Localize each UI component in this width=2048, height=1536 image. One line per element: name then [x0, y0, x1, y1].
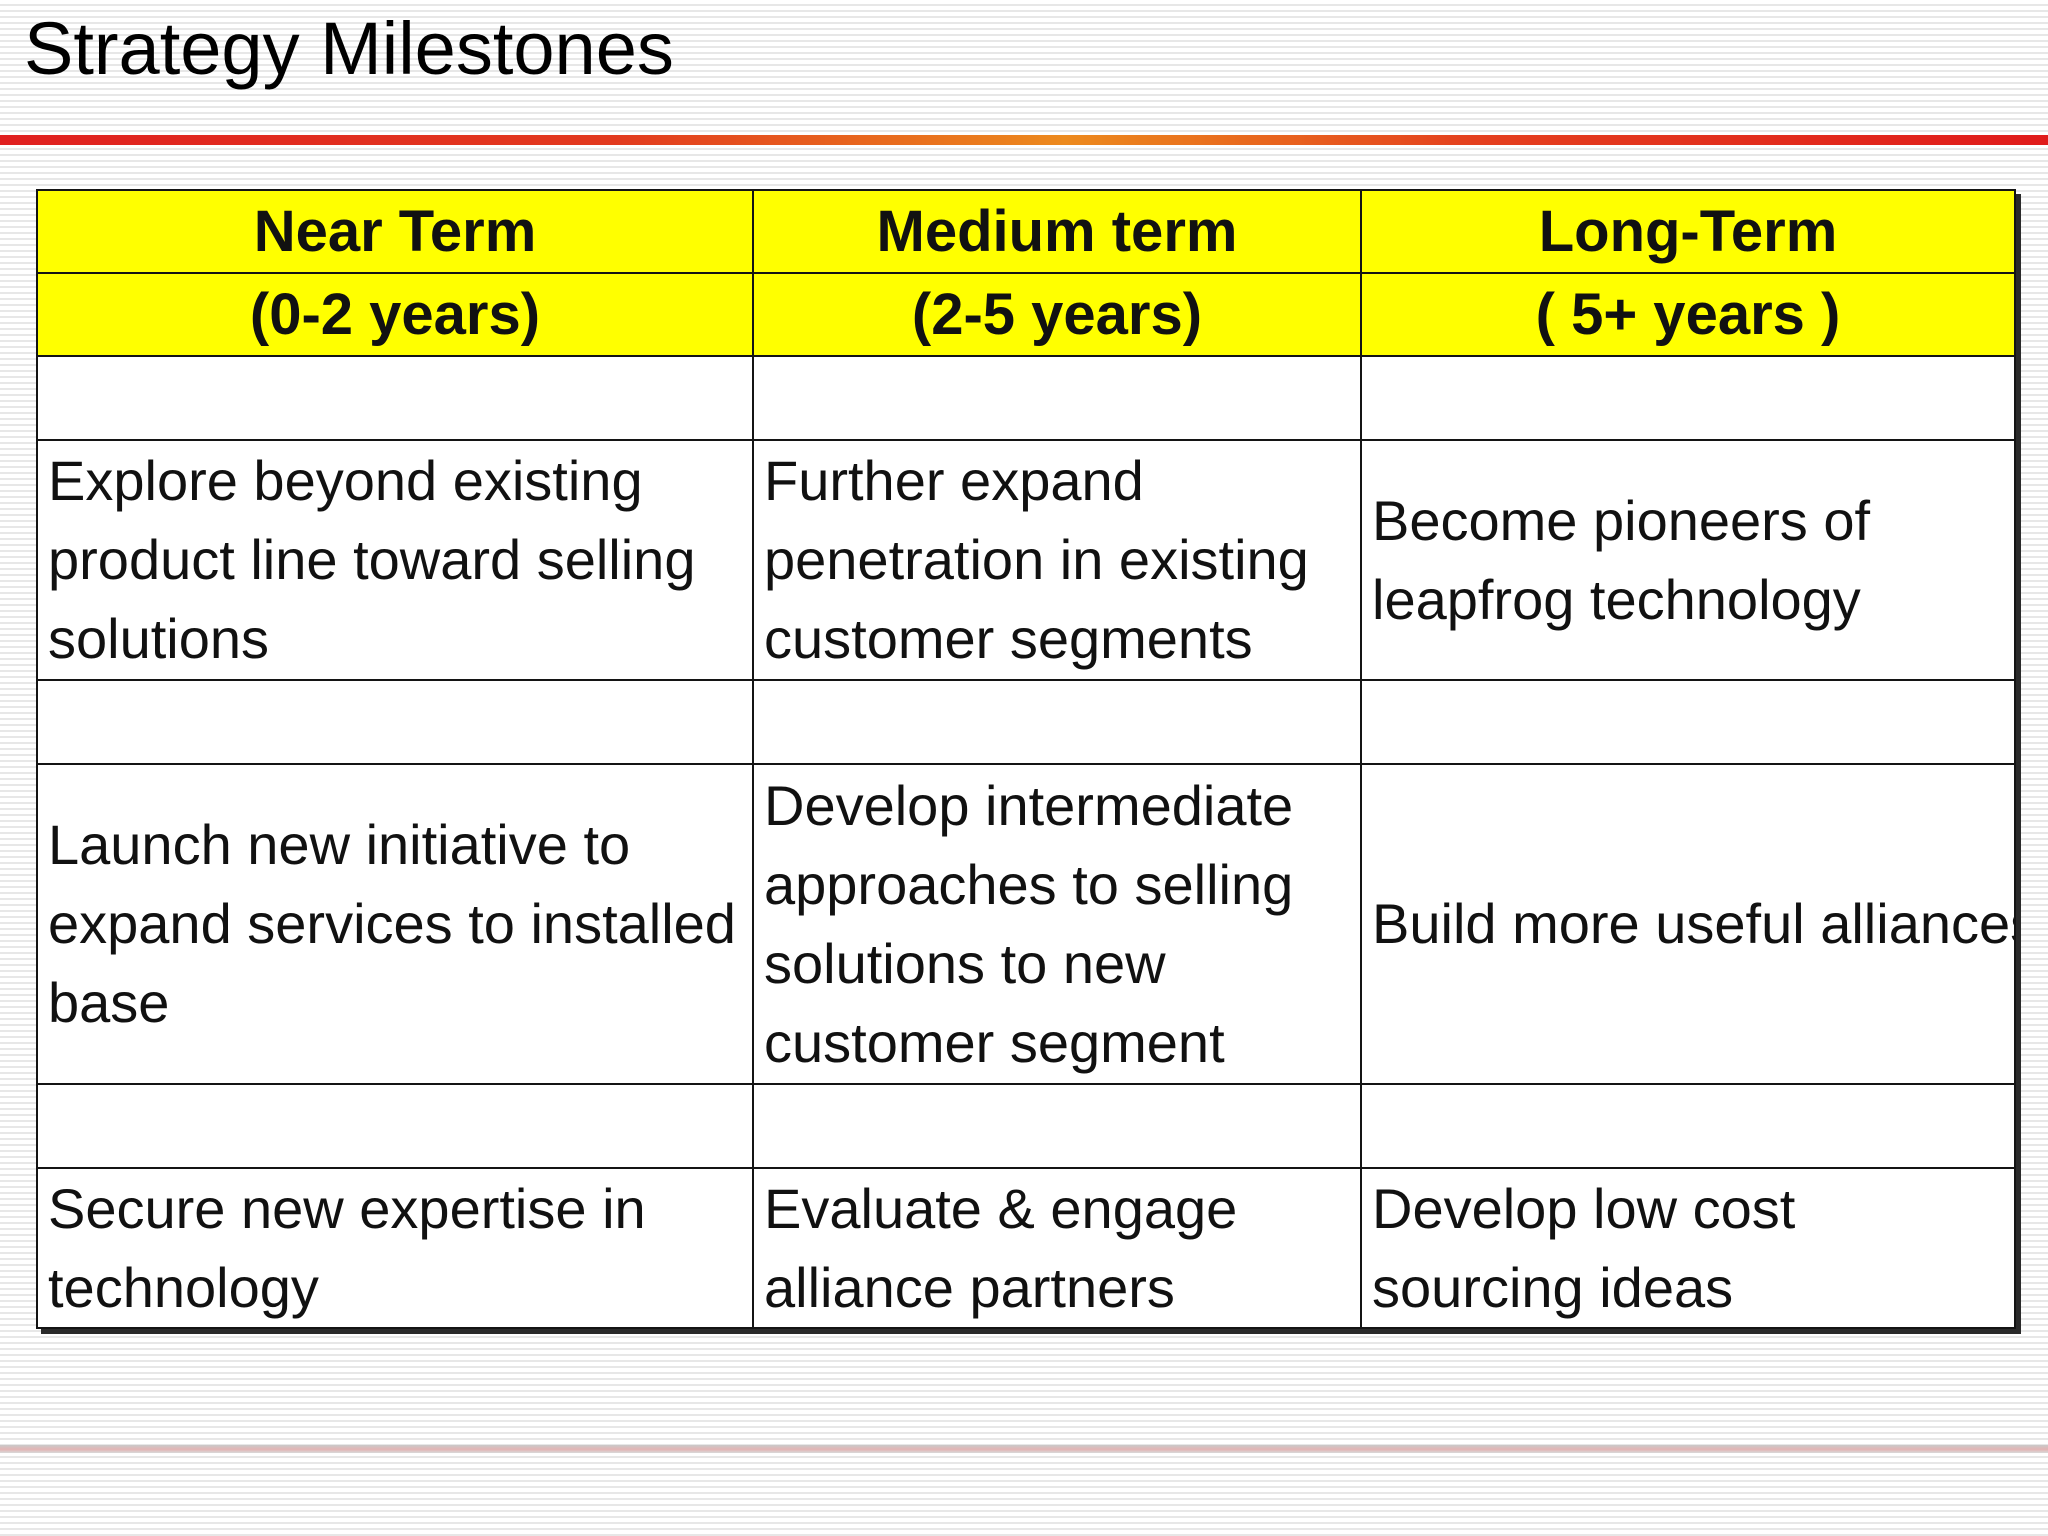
slide-title: Strategy Milestones	[24, 7, 674, 90]
header-medium-term: Medium term	[752, 188, 1362, 275]
header-long-term-years: ( 5+ years )	[1360, 272, 2016, 358]
near-term-milestone-text: Explore beyond existing product line tow…	[48, 449, 696, 671]
table-row: Secure new expertise in technology Evalu…	[36, 1166, 2016, 1330]
empty-cell	[36, 1083, 754, 1169]
near-term-milestone-cell: Explore beyond existing product line tow…	[36, 438, 754, 682]
footer-rule	[0, 1445, 2048, 1453]
table-spacer-row	[36, 679, 2016, 765]
long-term-milestone-cell: Develop low cost sourcing ideas	[1360, 1166, 2016, 1330]
table-row: Explore beyond existing product line tow…	[36, 438, 2016, 682]
long-term-milestone-text: Build more useful alliances	[1372, 892, 2015, 956]
empty-cell	[36, 679, 754, 765]
empty-cell	[36, 355, 754, 441]
table-row: Launch new initiative to expand services…	[36, 762, 2016, 1086]
medium-term-milestone-text: Develop intermediate approaches to selli…	[764, 773, 1294, 1074]
near-term-milestone-text: Launch new initiative to expand services…	[48, 813, 736, 1035]
medium-term-milestone-cell: Evaluate & engage alliance partners	[752, 1166, 1362, 1330]
long-term-milestone-text: Develop low cost sourcing ideas	[1372, 1176, 1796, 1319]
header-near-term-years: (0-2 years)	[36, 272, 754, 358]
empty-cell	[1360, 1083, 2016, 1169]
table-spacer-row	[36, 1083, 2016, 1169]
strategy-milestones-table: Near Term Medium term Long-Term (0-2 yea…	[36, 188, 2016, 1330]
table-header-row-years: (0-2 years) (2-5 years) ( 5+ years )	[36, 272, 2016, 358]
empty-cell	[1360, 679, 2016, 765]
empty-cell	[752, 1083, 1362, 1169]
table-spacer-row	[36, 355, 2016, 441]
near-term-milestone-cell: Launch new initiative to expand services…	[36, 762, 754, 1086]
header-long-term: Long-Term	[1360, 188, 2016, 275]
table-header-row-term: Near Term Medium term Long-Term	[36, 188, 2016, 275]
long-term-milestone-cell: Become pioneers of leapfrog technology	[1360, 438, 2016, 682]
title-underline-rule	[0, 135, 2048, 145]
medium-term-milestone-text: Further expand penetration in existing c…	[764, 449, 1309, 671]
empty-cell	[752, 679, 1362, 765]
medium-term-milestone-cell: Develop intermediate approaches to selli…	[752, 762, 1362, 1086]
near-term-milestone-text: Secure new expertise in technology	[48, 1176, 646, 1319]
header-near-term: Near Term	[36, 188, 754, 275]
long-term-milestone-cell: Build more useful alliances	[1360, 762, 2016, 1086]
header-medium-term-years: (2-5 years)	[752, 272, 1362, 358]
medium-term-milestone-cell: Further expand penetration in existing c…	[752, 438, 1362, 682]
empty-cell	[1360, 355, 2016, 441]
medium-term-milestone-text: Evaluate & engage alliance partners	[764, 1176, 1238, 1319]
empty-cell	[752, 355, 1362, 441]
near-term-milestone-cell: Secure new expertise in technology	[36, 1166, 754, 1330]
long-term-milestone-text: Become pioneers of leapfrog technology	[1372, 488, 1871, 631]
